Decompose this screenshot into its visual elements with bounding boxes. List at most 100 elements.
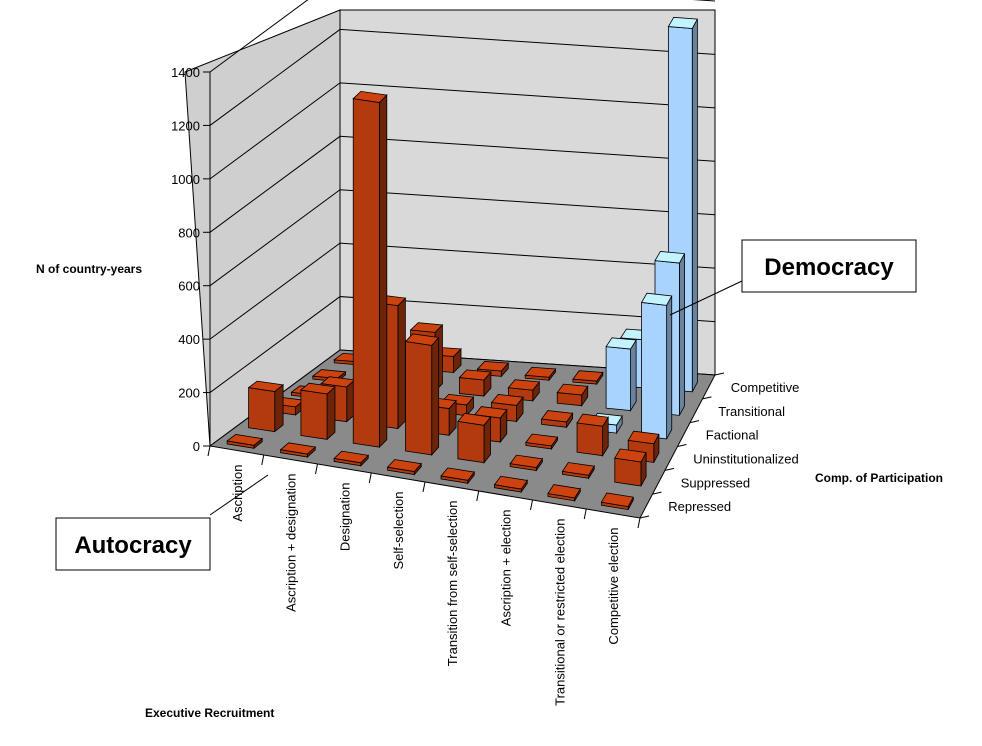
bar-front [576, 422, 604, 457]
bar-top [572, 370, 604, 382]
bar [614, 448, 647, 487]
x-axis-labels: Ascription Ascription + designation Design… [230, 465, 621, 706]
bar [640, 292, 673, 440]
bars [226, 16, 699, 511]
y-tick-label: 1000 [171, 172, 200, 187]
bar [352, 90, 388, 449]
bar [386, 459, 423, 476]
bar-side [378, 94, 388, 449]
bar-front [457, 420, 485, 464]
z-tick-mark [652, 491, 662, 495]
x-tick-mark [422, 481, 426, 493]
x-tick-mark [207, 445, 211, 457]
gridline [209, 0, 716, 73]
bar-top [667, 16, 699, 29]
z-tick-mark [689, 420, 700, 424]
bar-side [397, 297, 406, 430]
bar-top [457, 412, 492, 426]
bar [226, 434, 264, 450]
bar-side [679, 253, 685, 416]
x-tick-label: Self-selection [391, 492, 406, 570]
bar-top [509, 454, 544, 468]
bar [509, 454, 544, 472]
x-tick-mark [583, 508, 587, 520]
bar-top [226, 434, 264, 446]
gridline [209, 296, 716, 393]
x-axis-title: Executive Recruitment [145, 706, 274, 720]
floor-grid [207, 372, 725, 529]
x-tick-mark [315, 463, 318, 475]
gridline [209, 242, 716, 340]
democracy-callout-label: Democracy [764, 254, 894, 281]
bar [572, 370, 604, 386]
bar-top [404, 333, 440, 346]
bar-front [605, 346, 631, 411]
x-tick-mark [261, 454, 265, 466]
bar [605, 337, 637, 412]
y-tick-label: 1200 [171, 118, 200, 133]
z-axis-title: Comp. of Participation [815, 471, 943, 485]
z-tick-label: Factional [706, 428, 759, 443]
bar-front [459, 377, 485, 397]
autocracy-callout-box [55, 517, 211, 571]
bar-front [248, 387, 276, 433]
x-tick-label: Ascription + designation [284, 474, 299, 612]
z-axis-labels: Repressed Suppressed Uninstitutionalized Fa… [668, 380, 799, 514]
bar [525, 433, 559, 451]
x-tick-label: Ascription [230, 465, 245, 522]
bar-front [641, 301, 668, 440]
gridline [209, 189, 716, 287]
y-tick-label: 0 [193, 439, 200, 454]
y-axis: 0 200 400 600 800 1000 1200 1400 [171, 65, 211, 454]
bar-side [431, 336, 440, 456]
x-tick-label: Designation [337, 483, 352, 552]
z-tick-mark [664, 467, 675, 471]
y-tick-label: 600 [178, 279, 200, 294]
x-tick-label: Ascription + election [499, 510, 514, 627]
gridline [209, 82, 716, 180]
bar [279, 442, 317, 458]
democracy-callout-line [669, 280, 743, 316]
z-tick-mark [639, 515, 650, 519]
bar [524, 366, 557, 382]
bar-top [540, 410, 574, 423]
bar [299, 382, 336, 441]
bar-top [473, 406, 508, 419]
bar [556, 383, 589, 407]
bar-top [458, 369, 492, 381]
bar-top [556, 383, 589, 396]
bar-side [326, 385, 336, 441]
z-tick-label: Transitional [718, 404, 785, 419]
bar-top [299, 382, 336, 395]
bar [457, 412, 492, 464]
autocracy-callout-line [209, 474, 269, 516]
gridline [209, 28, 716, 126]
x-tick-mark [637, 517, 641, 529]
bar-side [666, 295, 673, 440]
bar-top [600, 492, 634, 508]
bar-front [614, 457, 642, 487]
bar-side [630, 338, 637, 412]
z-tick-label: Repressed [668, 499, 731, 514]
x-tick-mark [530, 499, 533, 511]
bar-top [561, 462, 595, 476]
x-tick-mark [368, 472, 372, 484]
bar [333, 450, 370, 467]
bar-front [352, 98, 380, 448]
bar [561, 462, 595, 480]
bar-front [405, 341, 433, 456]
bar-top [493, 475, 528, 490]
y-tick-label: 200 [178, 386, 200, 401]
autocracy-callout-label: Autocracy [74, 532, 192, 559]
y-tick-label: 400 [178, 332, 200, 347]
bar-side [274, 384, 284, 433]
x-tick-label: Transition from self-selection [445, 501, 460, 667]
bar-top [333, 450, 370, 464]
bar [540, 410, 574, 429]
bar [440, 467, 476, 485]
bar-top [525, 433, 559, 447]
bar-top [490, 394, 524, 406]
bar-front [300, 389, 328, 440]
bar-top [352, 90, 388, 103]
